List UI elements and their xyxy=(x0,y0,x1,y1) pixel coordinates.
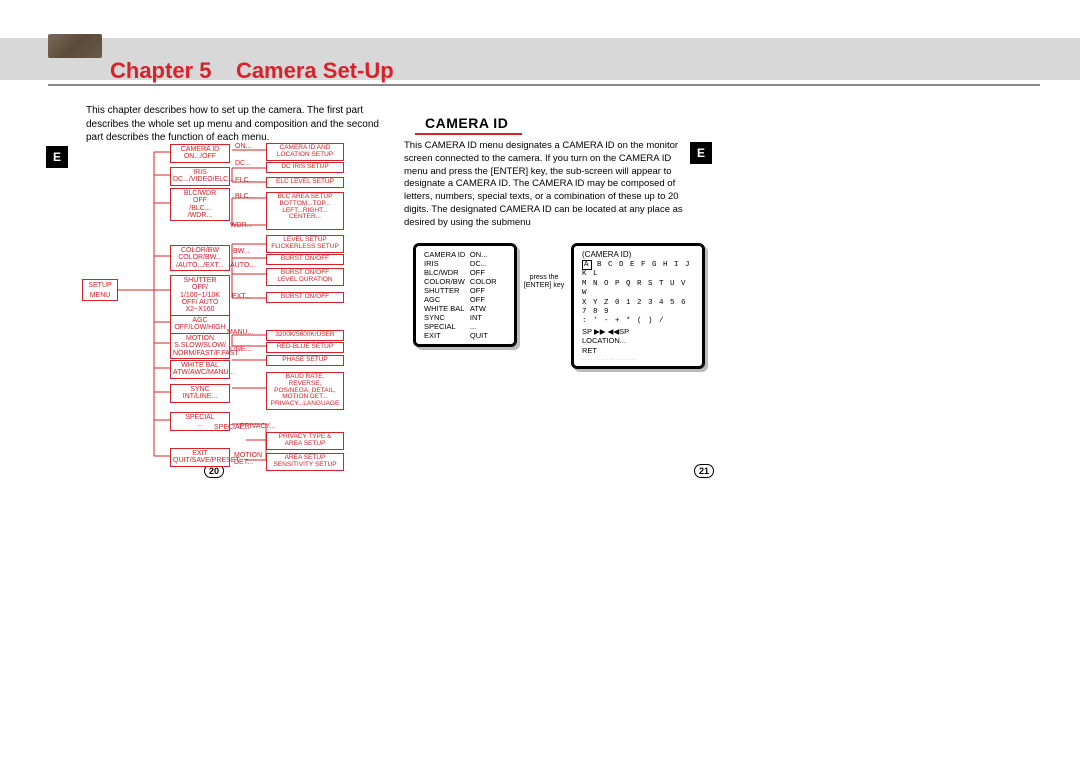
osd-footer-dots: . . . . . . . . . . . . . . . . . . . . xyxy=(582,356,694,362)
tree-edge-label: AUTO... xyxy=(230,262,255,269)
tree-right-node: BURST ON/OFFLEVEL DURATION xyxy=(266,268,344,286)
page-number-right: 21 xyxy=(694,464,714,478)
osd-row: CAMERA IDON... xyxy=(424,250,506,259)
tree-edge-label: BW... xyxy=(233,248,250,255)
chapter-number: Chapter 5 xyxy=(110,58,211,83)
osd-row: SPECIAL... xyxy=(424,322,506,331)
header-rule xyxy=(48,84,1040,86)
tree-edge-label: ON... xyxy=(235,143,251,150)
osd-panel-title: (CAMERA ID) xyxy=(582,250,694,259)
osd-row: AGCOFF xyxy=(424,295,506,304)
tree-edge-label: WDR... xyxy=(230,222,253,229)
char-grid-row: : ' - + * ( ) / xyxy=(582,317,694,326)
osd-line: SP ▶▶ ◀◀SP xyxy=(582,327,694,337)
side-tab-right: E xyxy=(690,142,712,164)
osd-panel-main: CAMERA IDON...IRISDC...BLC/WDROFFCOLOR/B… xyxy=(413,243,517,347)
press-enter-label: press the[ENTER] key xyxy=(523,274,565,289)
section-body: This CAMERA ID menu designates a CAMERA … xyxy=(404,140,688,230)
osd-row: SYNCINT xyxy=(424,313,506,322)
tree-edge-label: LINE... xyxy=(230,346,251,353)
section-heading: CAMERA ID xyxy=(415,113,522,135)
tree-root: SETUPMENU xyxy=(82,279,118,301)
tree-mid-node: CAMERA IDON.../OFF xyxy=(170,144,230,163)
tree-edge-label: DC... xyxy=(235,160,251,167)
tree-edge-label: EXT... xyxy=(232,293,251,300)
char-grid-row: X Y Z 0 1 2 3 4 5 6 7 8 9 xyxy=(582,299,694,318)
tree-right-node: DC IRIS SETUP xyxy=(266,162,344,173)
tree-edge-label: MOTIONDET... xyxy=(234,452,262,466)
tree-right-node: LEVEL SETUPFLICKERLESS SETUP xyxy=(266,235,344,253)
tree-mid-node: IRISDC.../VIDEO/ELC... xyxy=(170,167,230,186)
tree-mid-node: COLOR/BWCOLOR/BW.../AUTO.../EXT... xyxy=(170,245,230,271)
tree-right-node: ELC LEVEL SETUP xyxy=(266,177,344,188)
tree-right-node: PRIVACY TYPE &AREA SETUP xyxy=(266,432,344,450)
tree-right-node: BLC AREA SETUPBOTTOM...TOP...LEFT...RIGH… xyxy=(266,192,344,230)
tree-mid-node: SHUTTEROFF/ 1/100~1/10KOFF/ AUTOX2~X160 xyxy=(170,275,230,316)
osd-panel-char: (CAMERA ID) A B C D E F G H I J K LM N O … xyxy=(571,243,705,369)
chapter-name: Camera Set-Up xyxy=(236,58,394,83)
chapter-title: Chapter 5 Camera Set-Up xyxy=(110,58,394,84)
tree-edge-label: PRIVACY... xyxy=(240,423,275,430)
osd-row: IRISDC... xyxy=(424,259,506,268)
osd-row: COLOR/BWCOLOR xyxy=(424,277,506,286)
osd-row: WHITE BALATW xyxy=(424,304,506,313)
osd-row: SHUTTEROFF xyxy=(424,286,506,295)
tree-right-node: BAUD RATE, REVERSE,POS/NEGA, DETAIL,MOTI… xyxy=(266,372,344,410)
tree-mid-node: EXITQUIT/SAVE/PRESET xyxy=(170,448,230,467)
tree-right-node: 3200K/5600K/USER xyxy=(266,330,344,341)
tree-edge-label: BLC... xyxy=(235,193,254,200)
tree-edge-label: ELC... xyxy=(235,177,254,184)
tree-mid-node: MOTIONS.SLOW/SLOW/NORM/FAST/F.FAST xyxy=(170,333,230,359)
tree-mid-node: BLC/WDROFF/BLC.../WDR... xyxy=(170,188,230,221)
menu-tree: SETUPMENU CAMERA IDON.../OFF IRISDC.../VI… xyxy=(80,140,390,480)
char-grid-row: A B C D E F G H I J K L xyxy=(582,261,694,280)
tree-mid-node: AGCOFF/LOW/HIGH xyxy=(170,315,230,334)
tree-right-node: BURST ON/OFF xyxy=(266,254,344,265)
tree-mid-node: SYNCINT/LINE... xyxy=(170,384,230,403)
char-grid-row: M N O P Q R S T U V W xyxy=(582,280,694,299)
tree-mid-node: WHITE BALATW/AWC/MANU... xyxy=(170,360,230,379)
tree-right-node: CAMERA ID ANDLOCATION SETUP xyxy=(266,143,344,161)
side-tab-left: E xyxy=(46,146,68,168)
logo-chip xyxy=(48,34,102,58)
tree-right-node: PHASE SETUP xyxy=(266,355,344,366)
tree-right-node: RED-BLUE SETUP xyxy=(266,342,344,353)
tree-right-node: BURST ON/OFF xyxy=(266,292,344,303)
osd-row: EXITQUIT xyxy=(424,331,506,340)
tree-edge-label: MANU... xyxy=(227,329,253,336)
intro-text: This chapter describes how to set up the… xyxy=(86,104,386,145)
osd-row: BLC/WDROFF xyxy=(424,268,506,277)
osd-line: RET xyxy=(582,346,694,356)
osd-line: LOCATION... xyxy=(582,336,694,346)
tree-right-node: AREA SETUPSENSITIVITY SETUP xyxy=(266,453,344,471)
